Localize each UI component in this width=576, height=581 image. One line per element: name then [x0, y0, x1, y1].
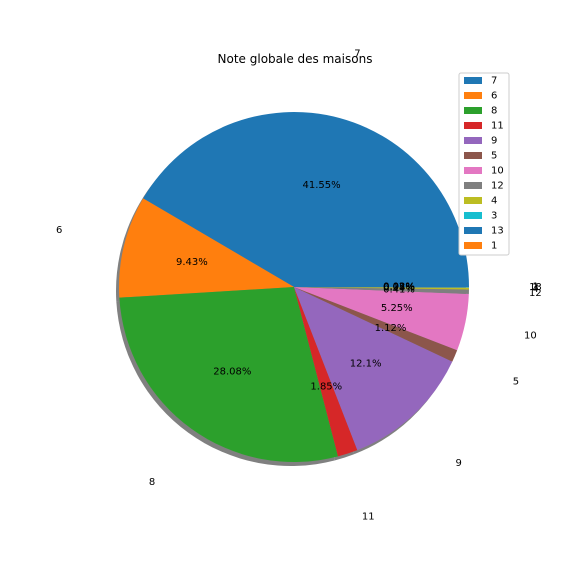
legend-label-7: 7: [491, 76, 497, 87]
slice-label-11: 11: [362, 511, 375, 522]
slice-pct-9: 12.1%: [350, 358, 382, 369]
legend-swatch-12: [464, 182, 482, 189]
slice-label-7: 7: [354, 49, 360, 60]
legend-swatch-1: [464, 242, 482, 249]
legend-label-9: 9: [491, 136, 497, 147]
chart-title: Note globale des maisons: [218, 52, 373, 66]
legend-swatch-11: [464, 122, 482, 129]
legend-swatch-3: [464, 212, 482, 219]
slice-pct-6: 9.43%: [176, 257, 208, 268]
slice-label-6: 6: [56, 225, 62, 236]
slice-pct-8: 28.08%: [213, 367, 251, 378]
legend-label-10: 10: [491, 166, 504, 177]
legend-swatch-13: [464, 227, 482, 234]
legend-label-12: 12: [491, 181, 504, 192]
legend-label-13: 13: [491, 226, 504, 237]
pie-slices: [119, 112, 469, 462]
slice-pct-7: 41.55%: [303, 180, 341, 191]
legend-label-6: 6: [491, 91, 497, 102]
slice-pct-5: 1.12%: [375, 323, 407, 334]
slice-label-10: 10: [524, 331, 537, 342]
legend-swatch-10: [464, 167, 482, 174]
legend: 7 6 8 11 9 5 10 12 4 3 13 1: [459, 73, 509, 255]
slice-label-5: 5: [513, 377, 519, 388]
legend-swatch-5: [464, 152, 482, 159]
legend-swatch-6: [464, 92, 482, 99]
legend-swatch-4: [464, 197, 482, 204]
slice-pct-1: 0.02%: [383, 282, 415, 293]
slice-label-8: 8: [149, 477, 155, 488]
legend-label-4: 4: [491, 196, 497, 207]
legend-label-5: 5: [491, 151, 497, 162]
slice-label-1: 1: [532, 282, 538, 293]
legend-swatch-9: [464, 137, 482, 144]
legend-swatch-8: [464, 107, 482, 114]
slice-pct-10: 5.25%: [381, 303, 413, 314]
legend-label-11: 11: [491, 121, 504, 132]
slice-pct-11: 1.85%: [310, 381, 342, 392]
legend-label-8: 8: [491, 106, 497, 117]
legend-swatch-7: [464, 77, 482, 84]
legend-label-3: 3: [491, 211, 497, 222]
legend-label-1: 1: [491, 241, 497, 252]
slice-label-9: 9: [456, 458, 462, 469]
